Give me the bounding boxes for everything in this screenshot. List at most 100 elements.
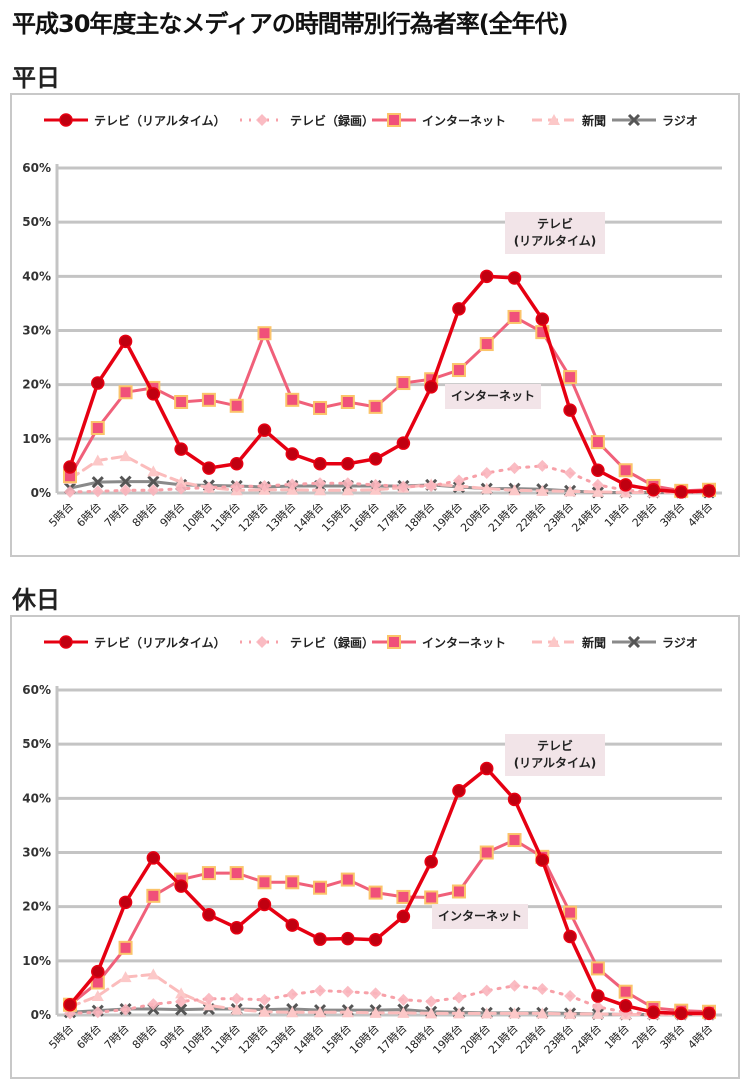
y-tick-label: 30% bbox=[22, 846, 51, 860]
data-point bbox=[91, 376, 105, 390]
data-point bbox=[341, 457, 355, 471]
data-point bbox=[118, 940, 133, 955]
x-tick-label: 10時台 bbox=[180, 499, 215, 534]
data-point bbox=[174, 879, 188, 893]
data-point bbox=[340, 395, 355, 409]
annotation-text: テレビ bbox=[536, 739, 573, 753]
x-tick-label: 13時台 bbox=[263, 499, 298, 534]
x-tick-label: 1時台 bbox=[601, 1021, 631, 1051]
data-point bbox=[564, 1007, 577, 1019]
data-point bbox=[119, 475, 132, 488]
data-point bbox=[397, 480, 410, 493]
x-tick-label: 17時台 bbox=[374, 499, 409, 534]
x-tick-label: 5時台 bbox=[46, 1021, 76, 1051]
x-tick-label: 20時台 bbox=[458, 499, 493, 534]
annotation-tv: テレビ (リアルタイム) bbox=[505, 212, 605, 254]
legend-item: 新聞 bbox=[532, 635, 606, 650]
data-point bbox=[702, 1006, 716, 1021]
legend-label: 新聞 bbox=[582, 635, 606, 650]
data-point bbox=[536, 484, 549, 496]
data-point bbox=[424, 890, 439, 905]
section-title-holiday: 休日 bbox=[12, 586, 60, 614]
x-tick-label: 12時台 bbox=[235, 499, 270, 534]
data-point bbox=[257, 897, 272, 912]
x-tick-label: 13時台 bbox=[263, 1021, 298, 1056]
annotation-text: (リアルタイム) bbox=[513, 234, 597, 248]
data-point bbox=[91, 454, 104, 466]
data-point bbox=[119, 1003, 132, 1016]
data-point bbox=[230, 1003, 243, 1015]
data-point bbox=[563, 370, 578, 385]
data-point bbox=[229, 866, 244, 881]
x-tick-label: 6時台 bbox=[73, 499, 103, 529]
weekday-chart: テレビ（リアルタイム） テレビ（録画） インターネット 新聞 ラジオ 0% 10% 20% 30… bbox=[10, 93, 740, 557]
data-point bbox=[285, 392, 300, 407]
x-tick-label: 2時台 bbox=[629, 1021, 659, 1051]
data-point bbox=[91, 990, 104, 1002]
x-tick-label: 8時台 bbox=[129, 499, 159, 529]
x-tick-label: 14時台 bbox=[291, 1021, 326, 1056]
x-tick-label: 15時台 bbox=[319, 499, 354, 534]
data-point bbox=[591, 1000, 604, 1013]
y-tick-label: 10% bbox=[22, 954, 51, 968]
legend-label: テレビ（リアルタイム） bbox=[94, 635, 226, 650]
data-point bbox=[258, 993, 271, 1006]
x-tick-label: 3時台 bbox=[657, 499, 687, 529]
legend-item: テレビ（録画） bbox=[240, 113, 374, 128]
data-point bbox=[314, 1006, 327, 1018]
data-point bbox=[257, 875, 272, 890]
data-point bbox=[313, 457, 327, 471]
x-tick-label: 4時台 bbox=[685, 499, 715, 529]
chart-svg: テレビ（リアルタイム） テレビ（録画） インターネット 新聞 ラジオ 0% 10% 20% 30… bbox=[22, 113, 722, 535]
data-point bbox=[396, 436, 411, 450]
data-point bbox=[341, 477, 354, 490]
y-tick-label: 0% bbox=[31, 486, 51, 500]
data-point bbox=[175, 482, 188, 495]
data-point bbox=[480, 984, 493, 997]
x-tick-label: 5時台 bbox=[46, 499, 76, 529]
data-point bbox=[202, 461, 216, 475]
data-point bbox=[702, 484, 716, 498]
x-tick-label: 7時台 bbox=[101, 1021, 131, 1051]
y-tick-label: 40% bbox=[22, 791, 51, 805]
data-point bbox=[146, 851, 161, 865]
holiday-chart: テレビ（リアルタイム） テレビ（録画） インターネット 新聞 ラジオ 0% 10% 20% 30… bbox=[10, 615, 740, 1079]
data-point bbox=[591, 463, 605, 477]
data-point bbox=[397, 1006, 410, 1018]
data-point bbox=[396, 376, 411, 391]
data-point bbox=[119, 971, 132, 983]
data-point bbox=[536, 459, 549, 472]
x-tick-label: 17時台 bbox=[374, 1021, 409, 1056]
series-line bbox=[68, 454, 711, 494]
data-point bbox=[118, 334, 133, 349]
data-point bbox=[479, 337, 494, 352]
data-point bbox=[479, 845, 494, 860]
data-point bbox=[202, 481, 215, 494]
legend-marker bbox=[256, 636, 268, 648]
data-point bbox=[369, 987, 382, 1000]
x-tick-label: 16時台 bbox=[346, 499, 381, 534]
data-point bbox=[230, 480, 243, 493]
data-point bbox=[452, 991, 465, 1004]
data-point bbox=[591, 478, 604, 491]
y-tick-label: 60% bbox=[22, 683, 51, 697]
data-point bbox=[369, 478, 382, 491]
data-point bbox=[314, 984, 327, 997]
data-point bbox=[175, 1003, 188, 1016]
legend-item: 新聞 bbox=[532, 113, 606, 128]
x-tick-label: 12時台 bbox=[235, 1021, 270, 1056]
legend-marker bbox=[256, 114, 268, 126]
y-tick-label: 30% bbox=[22, 324, 51, 338]
data-point bbox=[646, 483, 661, 497]
x-tick-label: 16時台 bbox=[346, 1021, 381, 1056]
data-point bbox=[341, 931, 355, 946]
data-point bbox=[257, 326, 272, 341]
section-title-weekday: 平日 bbox=[12, 64, 60, 92]
data-point bbox=[313, 932, 327, 946]
x-tick-label: 6時台 bbox=[73, 1021, 103, 1051]
series-0 bbox=[63, 761, 716, 1021]
data-point bbox=[424, 380, 438, 394]
data-point bbox=[480, 1007, 493, 1019]
data-point bbox=[591, 485, 604, 497]
data-point bbox=[285, 875, 300, 890]
